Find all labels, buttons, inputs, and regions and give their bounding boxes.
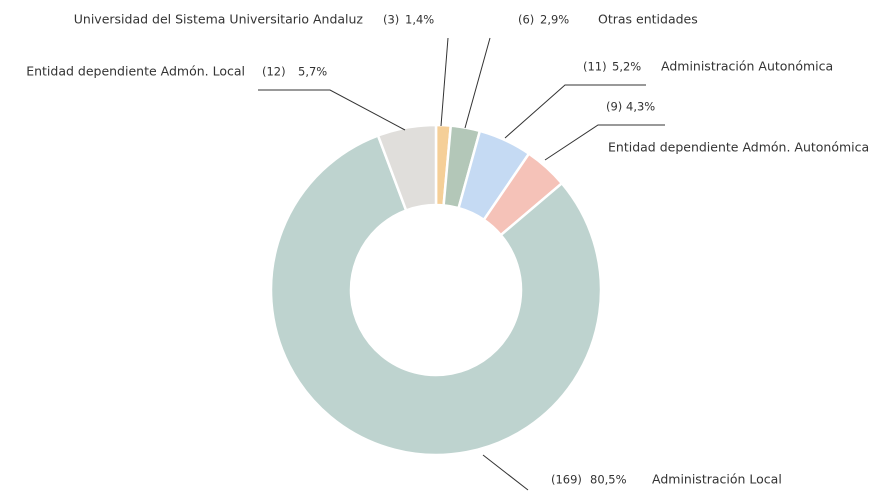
leader-line — [258, 89, 406, 131]
percent-label: 80,5% — [590, 473, 627, 487]
slice-label: Universidad del Sistema Universitario An… — [74, 12, 364, 27]
percent-label: 5,2% — [612, 60, 641, 74]
donut-slice — [269, 133, 603, 457]
slice-label: Entidad dependiente Admón. Local — [26, 64, 245, 79]
count-label: (3) — [383, 13, 399, 27]
count-label: (11) — [583, 60, 607, 74]
leader-line — [544, 124, 665, 161]
percent-label: 2,9% — [540, 13, 569, 27]
count-label: (6) — [518, 13, 534, 27]
leader-line — [464, 37, 491, 129]
leader-line — [440, 37, 449, 127]
percent-label: 5,7% — [298, 65, 327, 79]
slice-label: Otras entidades — [598, 12, 698, 27]
count-label: (169) — [551, 473, 582, 487]
slice-label: Administración Autonómica — [661, 59, 833, 74]
count-label: (12) — [262, 65, 286, 79]
percent-label: 4,3% — [626, 100, 655, 114]
slice-label: Entidad dependiente Admón. Autonómica — [608, 140, 869, 155]
percent-label: 1,4% — [405, 13, 434, 27]
slice-label: Administración Local — [652, 472, 782, 487]
leader-line — [504, 84, 646, 139]
donut-slice — [376, 123, 438, 213]
leader-line — [482, 454, 529, 491]
count-label: (9) — [606, 100, 622, 114]
